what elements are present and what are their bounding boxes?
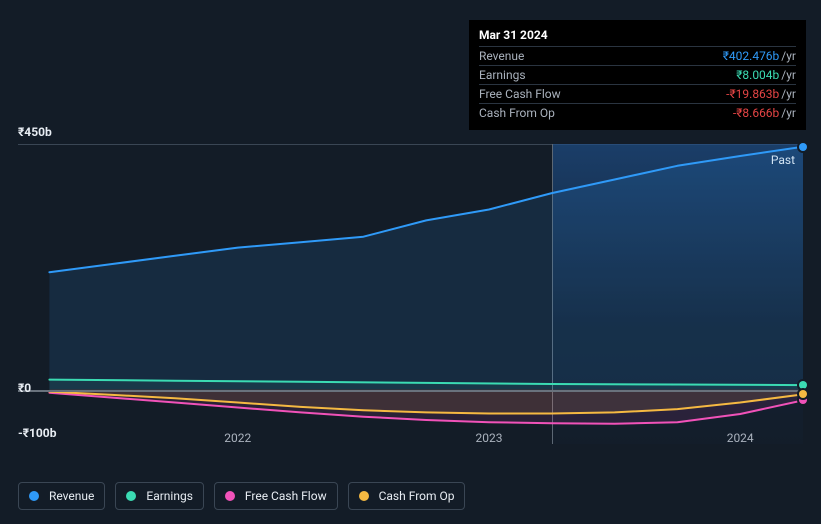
series-endpoint-dot: [799, 143, 807, 151]
legend-swatch: [29, 491, 39, 501]
legend: Revenue Earnings Free Cash Flow Cash From O…: [18, 482, 465, 510]
tooltip-row-value: ₹402.476b/yr: [723, 49, 796, 63]
tooltip-row-label: Earnings: [479, 68, 526, 82]
x-axis-tick-label: 2024: [727, 431, 754, 445]
legend-item[interactable]: Free Cash Flow: [214, 482, 338, 510]
tooltip-row-label: Cash From Op: [479, 106, 555, 120]
legend-item[interactable]: Cash From Op: [348, 482, 466, 510]
tooltip-row-value: -₹8.666b/yr: [733, 106, 796, 120]
plot-area[interactable]: Past: [18, 144, 803, 446]
chart-tooltip: Mar 31 2024 Revenue ₹402.476b/yr Earnings ₹…: [469, 20, 806, 130]
tooltip-date: Mar 31 2024: [479, 28, 796, 42]
legend-swatch: [126, 491, 136, 501]
x-axis-labels: 2022 2023 2024: [18, 431, 803, 451]
tooltip-row: Free Cash Flow -₹19.863b/yr: [479, 84, 796, 103]
legend-label: Earnings: [146, 489, 193, 503]
tooltip-row-label: Free Cash Flow: [479, 87, 561, 101]
tooltip-row: Earnings ₹8.004b/yr: [479, 65, 796, 84]
gridline-zero: [18, 390, 803, 392]
chart-svg: [18, 144, 803, 444]
y-axis-label-max: ₹450b: [18, 125, 52, 139]
legend-label: Free Cash Flow: [245, 489, 327, 503]
series-endpoint-dot: [799, 390, 807, 398]
y-axis-label-zero: ₹0: [18, 381, 31, 395]
x-axis-tick-label: 2022: [224, 431, 251, 445]
legend-label: Revenue: [49, 489, 94, 503]
tooltip-row-value: ₹8.004b/yr: [736, 68, 796, 82]
legend-swatch: [359, 491, 369, 501]
legend-label: Cash From Op: [379, 489, 455, 503]
series-endpoint-dot: [799, 381, 807, 389]
legend-item[interactable]: Earnings: [115, 482, 204, 510]
legend-item[interactable]: Revenue: [18, 482, 105, 510]
x-axis-tick-label: 2023: [476, 431, 503, 445]
tooltip-row: Cash From Op -₹8.666b/yr: [479, 103, 796, 122]
tooltip-row: Revenue ₹402.476b/yr: [479, 46, 796, 65]
tooltip-row-label: Revenue: [479, 49, 524, 63]
tooltip-row-value: -₹19.863b/yr: [726, 87, 796, 101]
legend-swatch: [225, 491, 235, 501]
